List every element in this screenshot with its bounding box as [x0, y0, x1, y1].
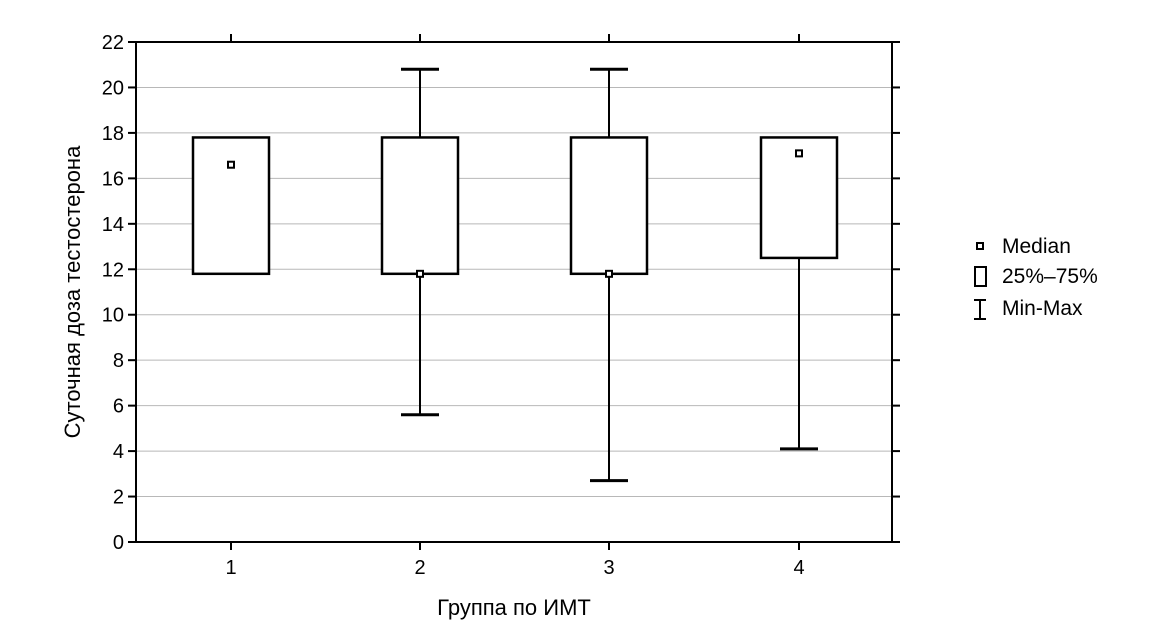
median-marker	[605, 269, 613, 278]
x-tick-label: 2	[414, 557, 425, 579]
box-group-4	[759, 136, 839, 451]
y-tick-label: 2	[113, 487, 124, 509]
y-tick-label: 8	[113, 350, 124, 372]
y-tick-label: 0	[113, 532, 124, 554]
legend-whisker-icon	[974, 299, 986, 320]
legend-item-median: Median	[976, 235, 1071, 258]
iqr-box	[191, 136, 271, 276]
iqr-box	[759, 136, 839, 260]
x-tick-label: 3	[603, 557, 614, 579]
x-tick-label: 1	[225, 557, 236, 579]
plot-area-frame	[135, 41, 893, 543]
legend-box-icon	[974, 266, 987, 287]
y-tick-label: 4	[113, 441, 124, 463]
median-marker	[795, 149, 803, 158]
legend: Median 25%–75% Min-Max	[974, 235, 1098, 320]
legend-label: 25%–75%	[1002, 265, 1098, 288]
x-axis: 1 2 3 4	[225, 34, 805, 579]
legend-median-icon	[976, 242, 984, 250]
x-axis-title: Группа по ИМТ	[437, 595, 591, 620]
y-tick-label: 6	[113, 396, 124, 418]
box-group-3	[569, 67, 649, 483]
iqr-box	[569, 136, 649, 276]
y-axis-title: Суточная доза тестостерона	[60, 145, 85, 438]
x-tick-label: 4	[793, 557, 804, 579]
boxes	[191, 67, 839, 483]
box-group-2	[380, 67, 460, 417]
median-marker	[227, 160, 235, 169]
box-group-1	[191, 136, 271, 276]
legend-item-whisker: Min-Max	[974, 297, 1083, 320]
y-tick-label: 18	[102, 123, 124, 145]
legend-label: Median	[1002, 235, 1071, 258]
iqr-box	[380, 136, 460, 276]
y-tick-label: 14	[102, 214, 124, 236]
y-tick-label: 12	[102, 259, 124, 281]
legend-label: Min-Max	[1002, 297, 1083, 320]
y-tick-label: 16	[102, 168, 124, 190]
y-tick-label: 22	[102, 32, 124, 54]
y-tick-label: 20	[102, 77, 124, 99]
y-axis: 0 2 4 6 8 10 12 14 16 18 20 22	[102, 32, 900, 554]
legend-item-box: 25%–75%	[974, 265, 1098, 288]
y-tick-label: 10	[102, 305, 124, 327]
median-marker	[416, 269, 424, 278]
